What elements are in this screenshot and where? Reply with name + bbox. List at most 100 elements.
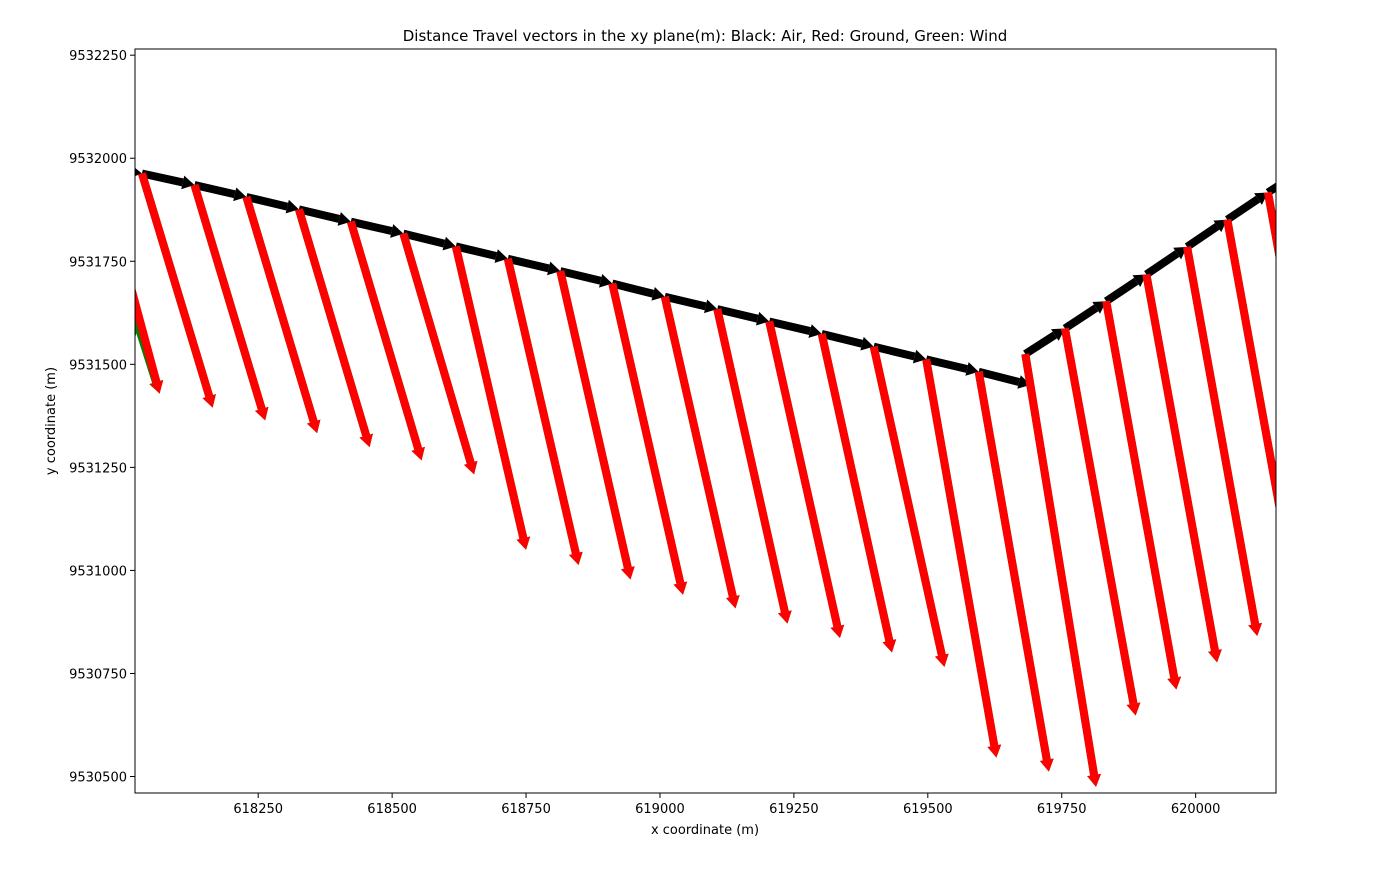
ground-vector [98,286,135,340]
air-vector [768,317,822,338]
y-tick-label: 9530500 [69,771,127,786]
ground-vector-shaft [713,308,789,613]
ground-vector-head [830,624,845,639]
air-vector-shaft [1265,182,1276,196]
air-vector [716,305,770,326]
air-vector-shaft [611,279,655,298]
ground-vector-shaft [1264,191,1276,260]
air-vector-head [703,299,718,314]
ground-vector [503,257,583,566]
ground-vector-shaft [399,232,475,464]
ground-vector [817,332,897,653]
ground-vector-shaft [660,295,737,598]
ground-vector [556,270,635,580]
ground-vector [399,232,478,475]
air-vector-head [494,249,508,263]
air-vector [506,254,561,276]
ground-vector-head [1248,622,1263,636]
y-tick-label: 9530750 [69,667,127,682]
air-vector-shaft [402,229,446,248]
ground-vector [190,183,269,421]
ground-vector-head [202,394,216,408]
air-vector-head [442,236,456,251]
ground-vector [347,220,425,461]
ground-vector-head [1289,596,1303,609]
ground-vector-shaft [135,286,161,384]
ground-vector-head [463,460,478,475]
air-vector [872,342,927,364]
ground-vector-head [1329,569,1343,582]
x-tick-label: 619500 [903,802,953,817]
air-vector [193,181,247,202]
ground-vector-shaft [503,257,580,555]
air-vector-shaft [349,217,393,235]
y-tick-label: 9531500 [69,358,127,373]
ground-vector [1021,353,1101,787]
air-vector-head [860,336,874,351]
wind-vector [1264,191,1276,260]
air-vector-head [1278,177,1292,189]
ground-vector [869,345,949,667]
ground-vector-head [1039,758,1054,772]
ground-vectors [98,172,1343,787]
ground-vector-shaft [1183,246,1260,625]
air-vector-shaft [559,267,602,285]
ground-vector-head [569,551,583,566]
air-vector-shaft [820,329,864,348]
air-vector-shaft [1144,250,1180,278]
ground-vector-shaft [556,270,632,569]
y-tick-label: 9532000 [69,152,127,167]
air-vector-shaft [977,367,1021,386]
ground-vector-head [882,639,897,653]
ground-vector-shaft [922,358,999,747]
ground-vector [451,245,531,550]
ground-vector [1183,246,1263,636]
air-vector-shaft [1103,277,1139,305]
ground-vector-shaft [138,172,214,398]
y-tick-label: 9531000 [69,564,127,579]
air-vector-head [651,287,665,301]
ground-vector-head [987,744,1002,758]
ground-vector [242,195,321,434]
air-vector [402,229,456,251]
air-vector [297,205,351,226]
air-vector-shaft [454,242,498,260]
air-vector-shaft [506,254,550,273]
ground-vector-shaft [1021,353,1099,776]
ground-vector [765,320,845,639]
air-vector-shaft [1023,331,1058,358]
ground-vector-shaft [608,282,685,584]
air-vector [349,217,404,238]
air-vector-shaft [768,317,811,335]
air-vector-head [755,311,770,326]
air-vector [245,193,299,214]
air-vector-shaft [245,193,289,211]
air-vector-shaft [716,305,759,323]
air-vector-shaft [925,355,968,373]
air-vector-head [547,261,561,276]
x-axis: 618250 618500 618750 619000 619250 619500 6197… [233,793,1220,817]
ground-vector [1264,191,1343,582]
air-vector-head [181,175,195,190]
ground-vector-shaft [765,320,842,628]
air-vector-head [598,273,613,288]
ground-vector-shaft [295,208,371,437]
ground-vector [608,282,688,595]
ground-vector-shaft [98,286,128,330]
air-vectors [135,167,1292,389]
air-vector [663,292,718,314]
y-axis: 9530500 9530750 9531000 9531250 9531500 95317… [69,49,135,786]
ground-vector [974,371,1054,772]
air-vector-head [233,187,247,202]
ground-vector-head [1208,649,1222,663]
ground-vector [713,308,792,624]
x-tick-label: 618250 [233,802,283,817]
ground-vector-shaft [451,245,528,540]
air-vector-head [390,224,404,238]
ground-vector-head [778,610,792,624]
ground-vector [660,295,740,609]
x-tick-label: 620000 [1171,802,1221,817]
air-vector-shaft [297,205,341,223]
ground-vector-shaft [869,345,946,657]
air-vector-head [912,349,927,364]
